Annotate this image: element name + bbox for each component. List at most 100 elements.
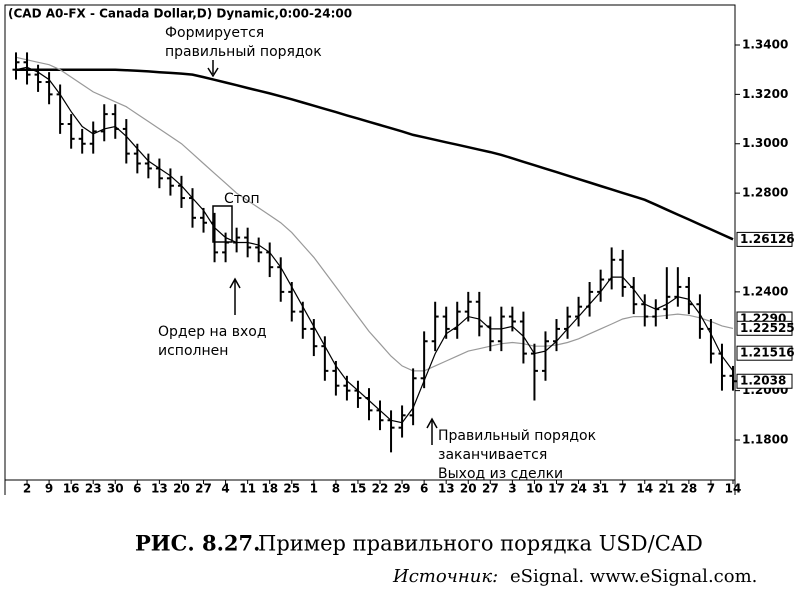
arrow-head [229, 277, 241, 289]
x-tick-label: 27 [195, 482, 212, 496]
x-tick-label: 1 [310, 482, 318, 496]
x-tick-label: 11 [239, 482, 256, 496]
ohlc-bar [100, 104, 108, 142]
price-label-box [736, 345, 793, 361]
x-tick-label: 22 [372, 482, 389, 496]
ohlc-bar [464, 291, 472, 322]
ohlc-bar [277, 257, 285, 302]
ohlc-bar [641, 294, 649, 327]
x-tick-label: 20 [460, 482, 477, 496]
chart-title: (CAD A0-FX - Canada Dollar,D) Dynamic,0:… [8, 7, 352, 21]
moving-average [16, 68, 734, 241]
ohlc-bar [376, 400, 384, 431]
ohlc-bar [707, 319, 715, 364]
y-tick-label: 1.2800 [742, 186, 788, 200]
annotation: правильный порядок [165, 44, 322, 60]
ohlc-bar [200, 207, 208, 233]
x-tick-label: 29 [394, 482, 411, 496]
x-tick-label: 15 [350, 482, 367, 496]
y-tick-label: 1.1800 [742, 433, 788, 447]
ohlc-bar [89, 121, 97, 154]
ohlc-bar [674, 267, 682, 307]
ohlc-bar [420, 331, 428, 389]
caption-number: РИС. 8.27. [135, 531, 260, 556]
ohlc-bar [354, 380, 362, 408]
ohlc-bar [155, 158, 163, 189]
ohlc-bar [442, 306, 450, 339]
ohlc-bar [321, 336, 329, 381]
x-tick-label: 3 [508, 482, 516, 496]
annotation: Правильный порядок [438, 428, 596, 444]
ohlc-bar [630, 277, 638, 315]
x-tick-label: 7 [707, 482, 715, 496]
y-tick-label: 1.3200 [742, 87, 788, 101]
stop-box [212, 205, 233, 243]
x-tick-label: 13 [151, 482, 168, 496]
chart: (CAD A0-FX - Canada Dollar,D) Dynamic,0:… [4, 4, 736, 495]
ohlc-bar [685, 277, 693, 315]
ohlc-bar [696, 294, 704, 339]
x-tick-label: 14 [636, 482, 653, 496]
x-tick-label: 6 [420, 482, 428, 496]
x-tick-label: 9 [45, 482, 53, 496]
annotation: Ордер на вход [158, 324, 267, 340]
ohlc-bar [266, 242, 274, 278]
y-tick-label: 1.2400 [742, 284, 788, 298]
x-tick-label: 14 [725, 482, 742, 496]
ohlc-bar [122, 119, 130, 164]
ohlc-bar [133, 143, 141, 174]
ohlc-bar [497, 306, 505, 352]
x-tick-label: 13 [438, 482, 455, 496]
ohlc-bar [56, 84, 64, 134]
ohlc-bar [652, 299, 660, 327]
ohlc-bar [166, 168, 174, 196]
ohlc-bar [387, 410, 395, 453]
plot-frame [4, 4, 736, 481]
x-tick-label: 16 [63, 482, 80, 496]
x-tick-label: 21 [658, 482, 675, 496]
x-tick-label: 20 [173, 482, 190, 496]
price-label-box [736, 373, 793, 389]
ohlc-bar [519, 311, 527, 364]
ohlc-bar [475, 291, 483, 337]
x-tick-label: 28 [681, 482, 698, 496]
ohlc-bar [12, 52, 20, 80]
x-tick-label: 7 [619, 482, 627, 496]
ohlc-bar [111, 104, 119, 139]
moving-average [15, 66, 734, 424]
price-label: 1.2038 [740, 374, 786, 388]
price-label-box [736, 320, 793, 336]
ohlc-bar [564, 306, 572, 339]
x-tick-label: 4 [221, 482, 229, 496]
ohlc-bar [299, 301, 307, 339]
ohlc-bar [343, 375, 351, 401]
ohlc-bar [486, 316, 494, 352]
ohlc-bar [619, 249, 627, 297]
ohlc-bar [310, 319, 318, 357]
ohlc-bar [729, 365, 737, 391]
arrow-head [426, 417, 438, 429]
ohlc-bar [244, 227, 252, 258]
ohlc-bar [597, 269, 605, 302]
ohlc-bar [541, 331, 549, 381]
x-tick-label: 8 [332, 482, 340, 496]
ohlc-bar [177, 175, 185, 208]
x-tick-label: 6 [133, 482, 141, 496]
x-tick-label: 10 [526, 482, 543, 496]
ohlc-bar [663, 267, 671, 320]
y-tick-label: 1.3000 [742, 136, 788, 150]
annotation: заканчивается [438, 447, 547, 463]
annotation: Выход из сделки [438, 466, 563, 482]
ohlc-bar [188, 188, 196, 228]
x-tick-label: 17 [548, 482, 565, 496]
ohlc-bar [211, 212, 219, 263]
x-tick-label: 23 [85, 482, 102, 496]
ohlc-bar [586, 282, 594, 317]
annotation: Стоп [224, 191, 260, 207]
ohlc-bar [255, 237, 263, 263]
ohlc-bar [508, 306, 516, 332]
x-tick-label: 18 [261, 482, 278, 496]
x-tick-label: 30 [107, 482, 124, 496]
price-label-box [736, 231, 793, 247]
x-tick-label: 25 [283, 482, 300, 496]
